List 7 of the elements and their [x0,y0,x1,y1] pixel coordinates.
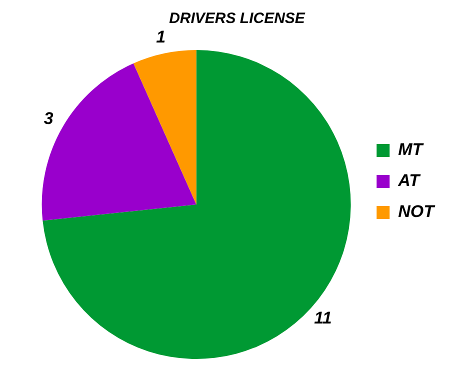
chart-title: DRIVERS LICENSE [169,10,306,28]
legend-label: MT [398,140,424,160]
legend-label: AT [397,171,422,190]
data-label: 1 [156,27,166,46]
data-label: 11 [314,308,332,328]
legend-label: NOT [398,202,436,222]
data-label: 3 [44,108,54,128]
